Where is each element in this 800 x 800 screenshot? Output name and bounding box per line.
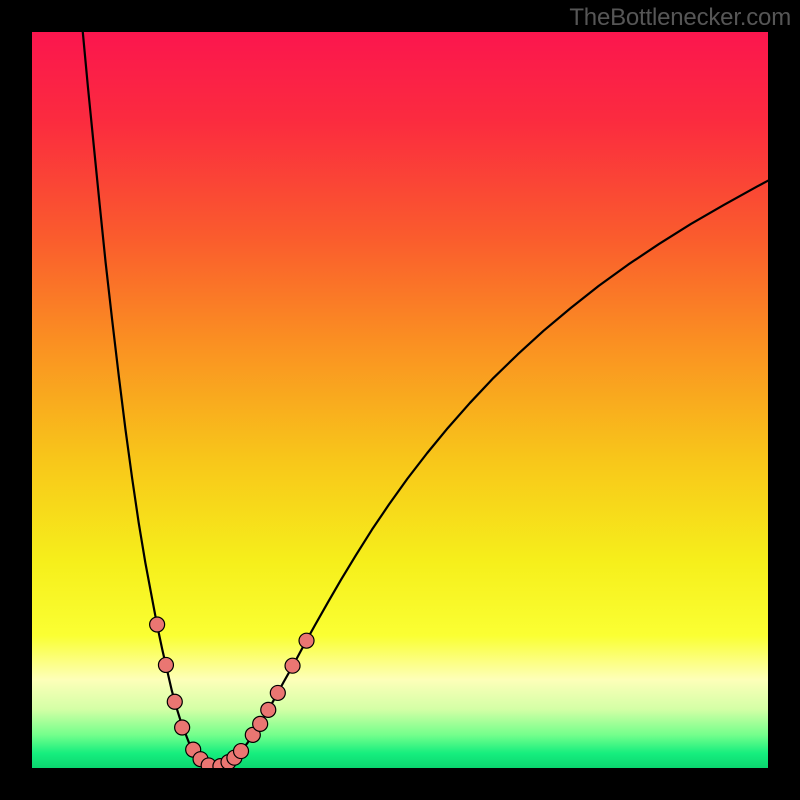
frame-border-bottom [0,768,800,800]
scatter-marker [158,657,173,672]
scatter-marker [270,685,285,700]
scatter-marker [167,694,182,709]
figure-root: TheBottlenecker.com [0,0,800,800]
attribution-text: TheBottlenecker.com [569,4,791,32]
scatter-marker [234,744,249,759]
frame-border-right [768,0,800,800]
chart-svg [32,32,768,768]
scatter-marker [175,720,190,735]
scatter-marker [150,617,165,632]
scatter-marker [285,658,300,673]
markers-group [150,617,314,768]
scatter-marker [253,716,268,731]
scatter-marker [299,633,314,648]
scatter-marker [261,702,276,717]
v-curve-line [83,32,768,767]
frame-border-left [0,0,32,800]
